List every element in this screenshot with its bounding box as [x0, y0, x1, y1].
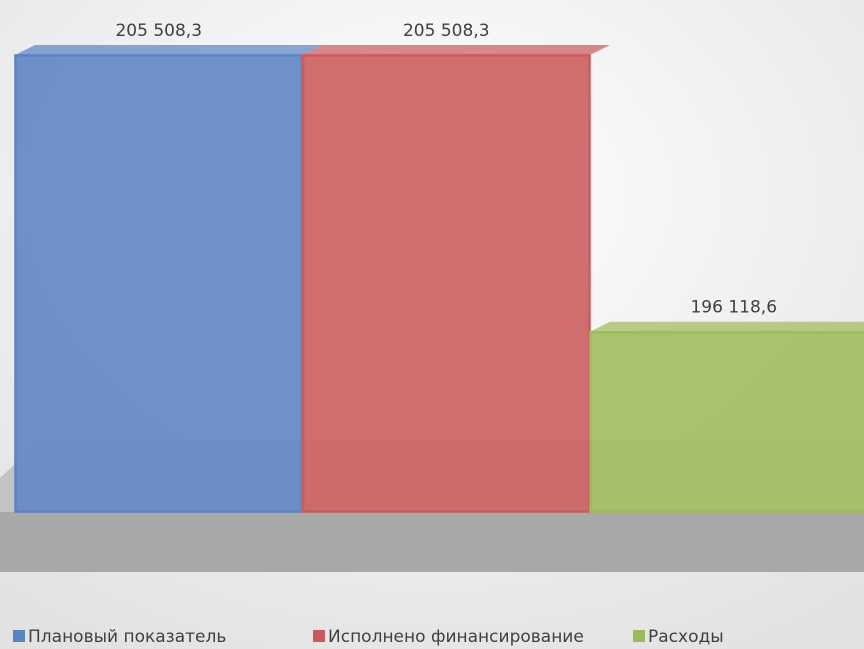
legend-swatch: [13, 630, 25, 642]
legend-swatch: [313, 630, 325, 642]
bar: [589, 330, 864, 513]
legend-label: Плановый показатель: [28, 627, 226, 647]
legend-label: Исполнено финансирование: [328, 627, 584, 647]
bar-top: [302, 44, 610, 55]
data-label: 205 508,3: [403, 21, 490, 41]
bar: [14, 54, 304, 513]
bar-inner: [592, 333, 864, 510]
bar-inner: [17, 56, 301, 511]
legend-swatch: [633, 630, 645, 642]
legend-label: Расходы: [648, 627, 724, 647]
bar-inner: [304, 56, 588, 511]
floor-front: [0, 512, 864, 572]
bar-top: [590, 321, 864, 332]
data-label: 205 508,3: [115, 21, 202, 41]
data-label: 196 118,6: [690, 298, 777, 318]
bar-top: [15, 44, 323, 55]
bar: [301, 54, 591, 513]
